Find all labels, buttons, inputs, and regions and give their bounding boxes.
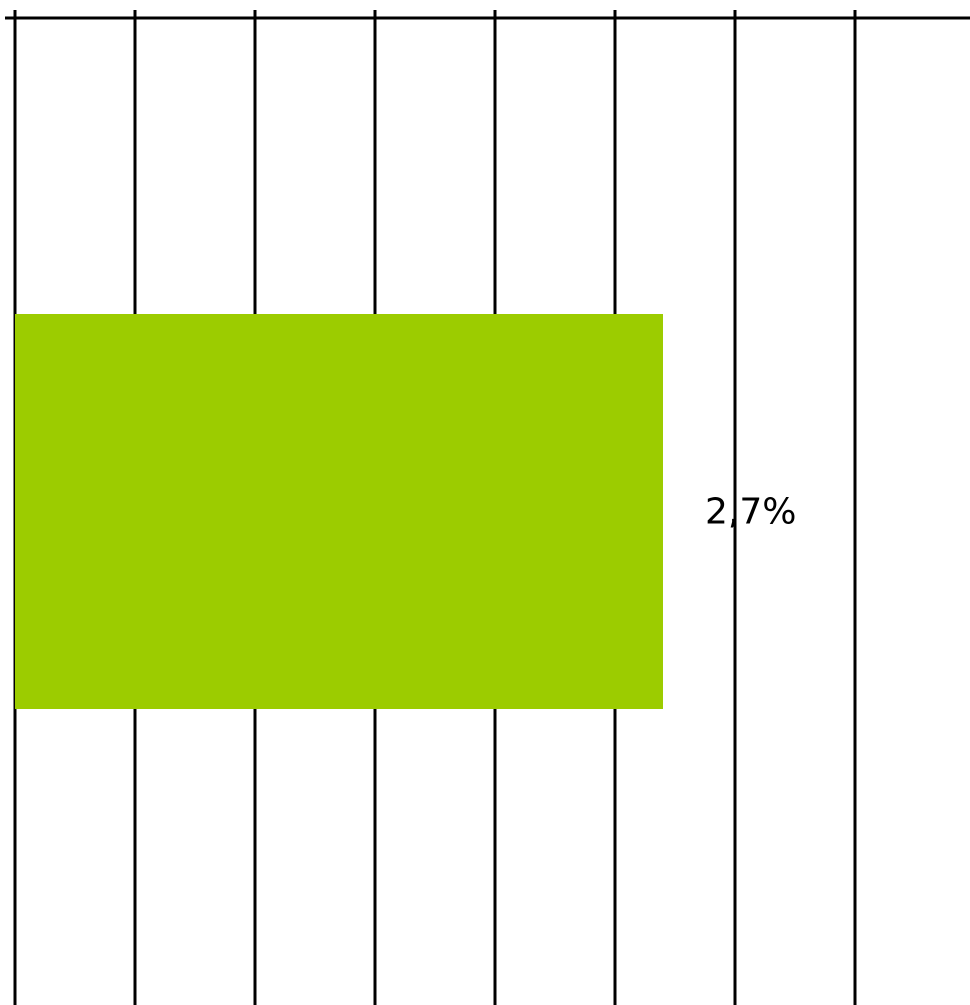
bars — [15, 314, 663, 709]
data-labels: 2,7% — [705, 492, 796, 533]
bar — [15, 314, 663, 709]
bar-value-label: 2,7% — [705, 492, 796, 533]
